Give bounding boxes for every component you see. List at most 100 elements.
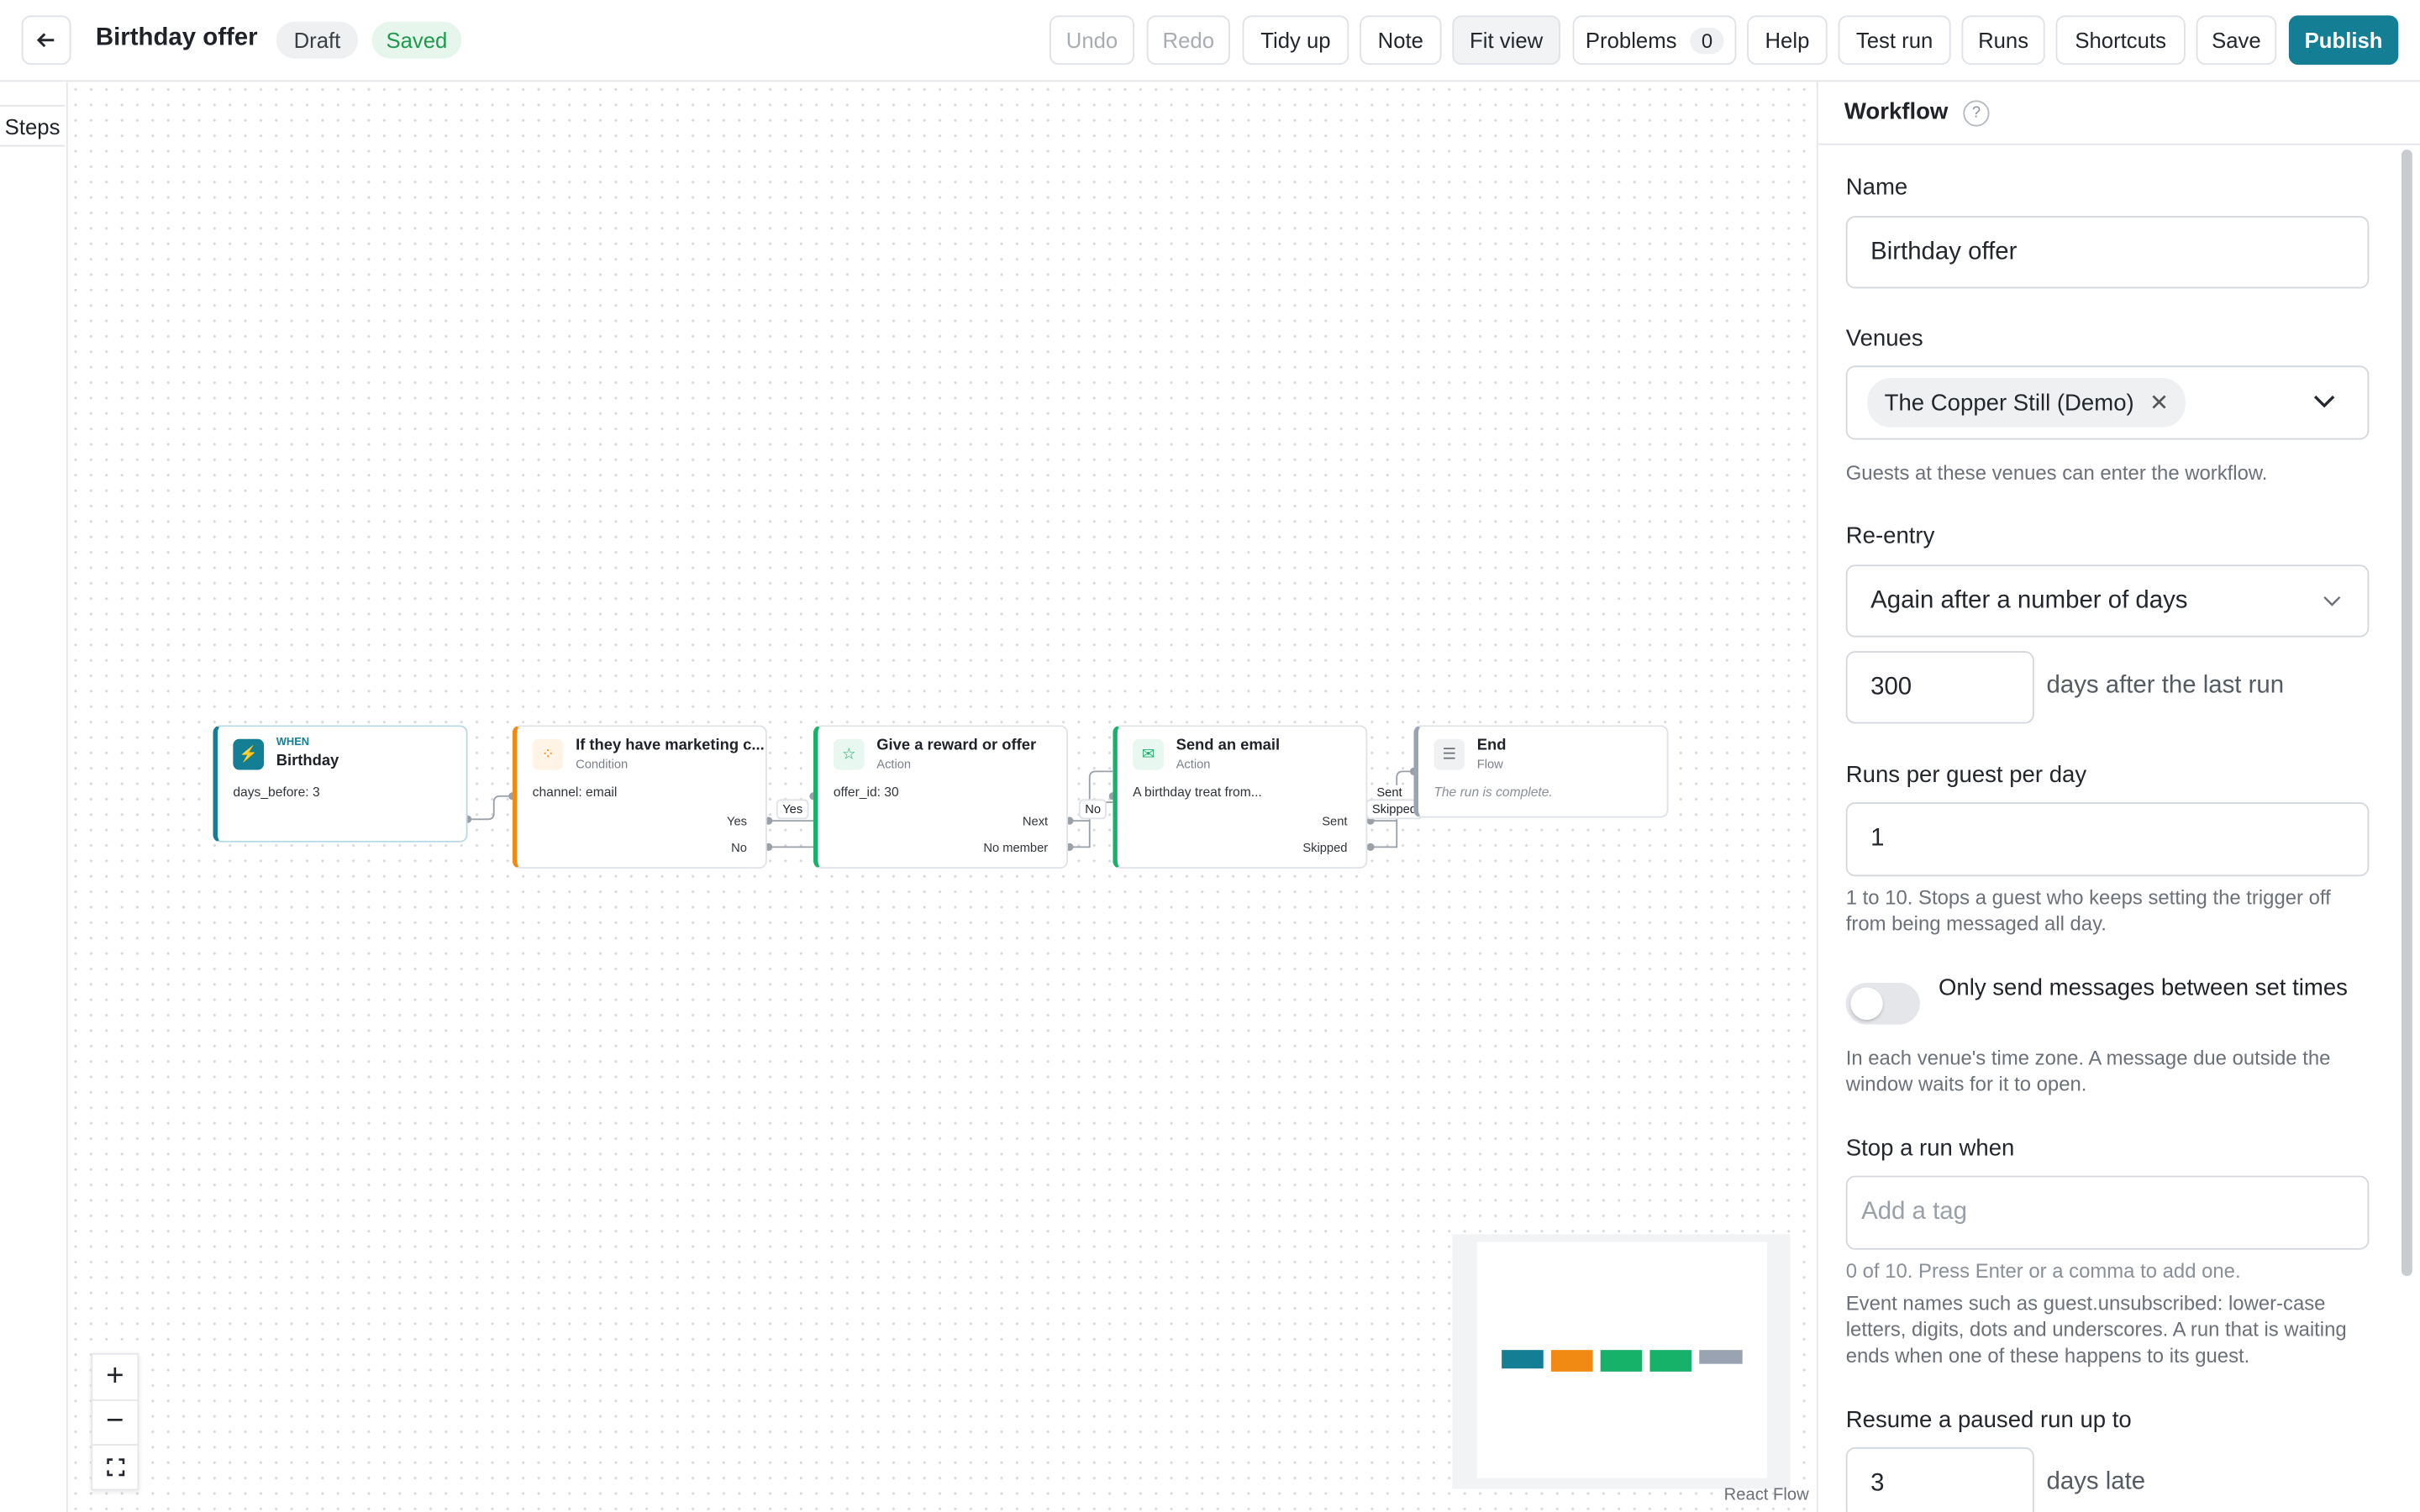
resume-input[interactable]: 3: [1845, 1446, 2034, 1512]
node-detail: channel: email: [532, 784, 618, 800]
node-icon: ☰: [1434, 738, 1465, 770]
minimap-node: [1699, 1350, 1743, 1364]
toolbar-button[interactable]: Redo: [1146, 15, 1230, 66]
toolbar-button[interactable]: Fit view: [1452, 15, 1560, 66]
top-bar: Birthday offer Draft Saved Undo Redo Tidy …: [0, 0, 2420, 82]
node-handle-label: No member: [983, 841, 1049, 855]
toolbar-button[interactable]: Test run: [1838, 15, 1951, 66]
node-detail: offer_id: 30: [833, 784, 899, 800]
toolbar-button[interactable]: Tidy up: [1242, 15, 1349, 66]
attribution[interactable]: React Flow: [1723, 1485, 1809, 1504]
button-label: Undo: [1065, 28, 1118, 53]
zoom-out[interactable]: −: [92, 1399, 138, 1446]
tag-input[interactable]: Add a tag: [1845, 1175, 2370, 1250]
node-detail: A birthday treat from...: [1133, 784, 1262, 800]
node-title: Give a reward or offer: [876, 737, 1037, 755]
venue-chip-label: The Copper Still (Demo): [1884, 389, 2134, 417]
node-title: If they have marketing c...: [576, 737, 765, 755]
trigger-node[interactable]: ⚡ WHEN Birthday days_before: 3: [213, 725, 468, 843]
left-sidebar: Steps: [0, 81, 68, 1512]
condition-node[interactable]: ⁘ If they have marketing c... Condition …: [512, 725, 767, 869]
scrollbar[interactable]: [2401, 150, 2412, 1276]
button-label: Redo: [1162, 28, 1215, 53]
field-label: Stop a run when: [1845, 1135, 2015, 1163]
node-detail: The run is complete.: [1434, 784, 1553, 800]
days-input[interactable]: 300: [1845, 651, 2034, 724]
node-detail: days_before: 3: [233, 784, 320, 800]
venues-select[interactable]: The Copper Still (Demo) ✕: [1845, 365, 2370, 440]
button-label: Runs: [1978, 28, 2029, 53]
node-kind: Action: [1176, 757, 1211, 772]
edge-label: No: [1078, 799, 1107, 820]
panel-title: Workflow: [1844, 98, 1949, 125]
field-help: In each venue's time zone. A message due…: [1845, 1046, 2331, 1096]
edge-label: Yes: [776, 799, 809, 820]
node-icon: ✉: [1133, 738, 1164, 770]
reentry-select[interactable]: Again after a number of days: [1845, 564, 2370, 638]
zoom-in[interactable]: +: [92, 1355, 138, 1401]
input-suffix: days late: [2046, 1468, 2146, 1495]
node-icon: ⁘: [532, 738, 564, 770]
field-label: Resume a paused run up to: [1845, 1407, 2132, 1434]
field-label: Venues: [1845, 325, 1923, 352]
button-label: Problems: [1585, 28, 1677, 53]
node-kind: Condition: [576, 757, 629, 772]
toggle-knob: [1850, 987, 1883, 1021]
save-badge: Saved: [371, 21, 462, 59]
node-kind: Action: [876, 757, 912, 772]
toolbar-button[interactable]: Save: [2196, 15, 2277, 66]
problems-count: 0: [1691, 27, 1724, 54]
node-icon: ☆: [833, 738, 865, 770]
end-node[interactable]: ☰ End Flow The run is complete.: [1413, 725, 1669, 818]
button-label: Tidy up: [1260, 28, 1331, 53]
node-kind: Flow: [1476, 757, 1503, 772]
toolbar-button[interactable]: Problems 0: [1572, 15, 1737, 66]
steps-tab[interactable]: Steps: [0, 104, 66, 147]
node-title: Send an email: [1176, 737, 1281, 755]
status-badge: Draft: [276, 21, 359, 59]
node-handle-label: No: [731, 841, 747, 855]
dropdown-arrow: [2323, 596, 2341, 606]
button-label: Save: [2212, 28, 2261, 53]
toolbar-button[interactable]: Undo: [1049, 15, 1135, 66]
action-node[interactable]: ☆ Give a reward or offer Action offer_id…: [813, 725, 1069, 869]
node-title: End: [1476, 737, 1507, 755]
field-label: Runs per guest per day: [1845, 762, 2087, 789]
button-label: Fit view: [1470, 28, 1544, 53]
minimap-node: [1600, 1350, 1643, 1372]
runs-input[interactable]: 1: [1845, 802, 2370, 877]
toolbar-button[interactable]: Runs: [1961, 15, 2045, 66]
toolbar-button[interactable]: Publish: [2288, 15, 2399, 66]
edge-label: Sent: [1371, 785, 1407, 800]
back-button[interactable]: [21, 15, 71, 66]
toolbar-button[interactable]: Help: [1747, 15, 1828, 66]
toggle-label: Only send messages between set times: [1938, 974, 2348, 1002]
fit-view-control[interactable]: [92, 1444, 137, 1488]
node-handle-label: Sent: [1322, 814, 1348, 829]
help-icon[interactable]: ?: [1963, 100, 1990, 127]
action-node[interactable]: ✉ Send an email Action A birthday treat …: [1113, 725, 1368, 869]
button-label: Publish: [2304, 28, 2383, 53]
chip-remove[interactable]: ✕: [2149, 390, 2170, 417]
settings-panel: Workflow ? Name Birthday offer Venues Th…: [1816, 81, 2420, 1512]
node-kicker: WHEN: [276, 737, 310, 748]
button-label: Shortcuts: [2075, 28, 2166, 53]
name-input[interactable]: Birthday offer: [1845, 216, 2370, 289]
field-label: Re-entry: [1845, 522, 1935, 549]
back-icon: [36, 33, 55, 48]
select-value: Again after a number of days: [1870, 586, 2188, 614]
node-title: Birthday: [276, 753, 339, 770]
toggle[interactable]: [1845, 983, 1920, 1025]
button-label: Note: [1377, 28, 1423, 53]
minimap-node: [1502, 1350, 1544, 1369]
toolbar-button[interactable]: Shortcuts: [2055, 15, 2186, 66]
dropdown-arrow: [2313, 395, 2335, 408]
toolbar-button[interactable]: Note: [1360, 15, 1442, 66]
minimap[interactable]: [1452, 1234, 1791, 1489]
field-help: Guests at these venues can enter the wor…: [1845, 461, 2268, 485]
button-label: Test run: [1855, 28, 1933, 53]
workflow-title: Birthday offer: [95, 24, 258, 51]
node-handle-label: Skipped: [1302, 841, 1348, 855]
panel-header: Workflow ?: [1818, 81, 2420, 145]
node-handle-label: Yes: [726, 814, 747, 829]
